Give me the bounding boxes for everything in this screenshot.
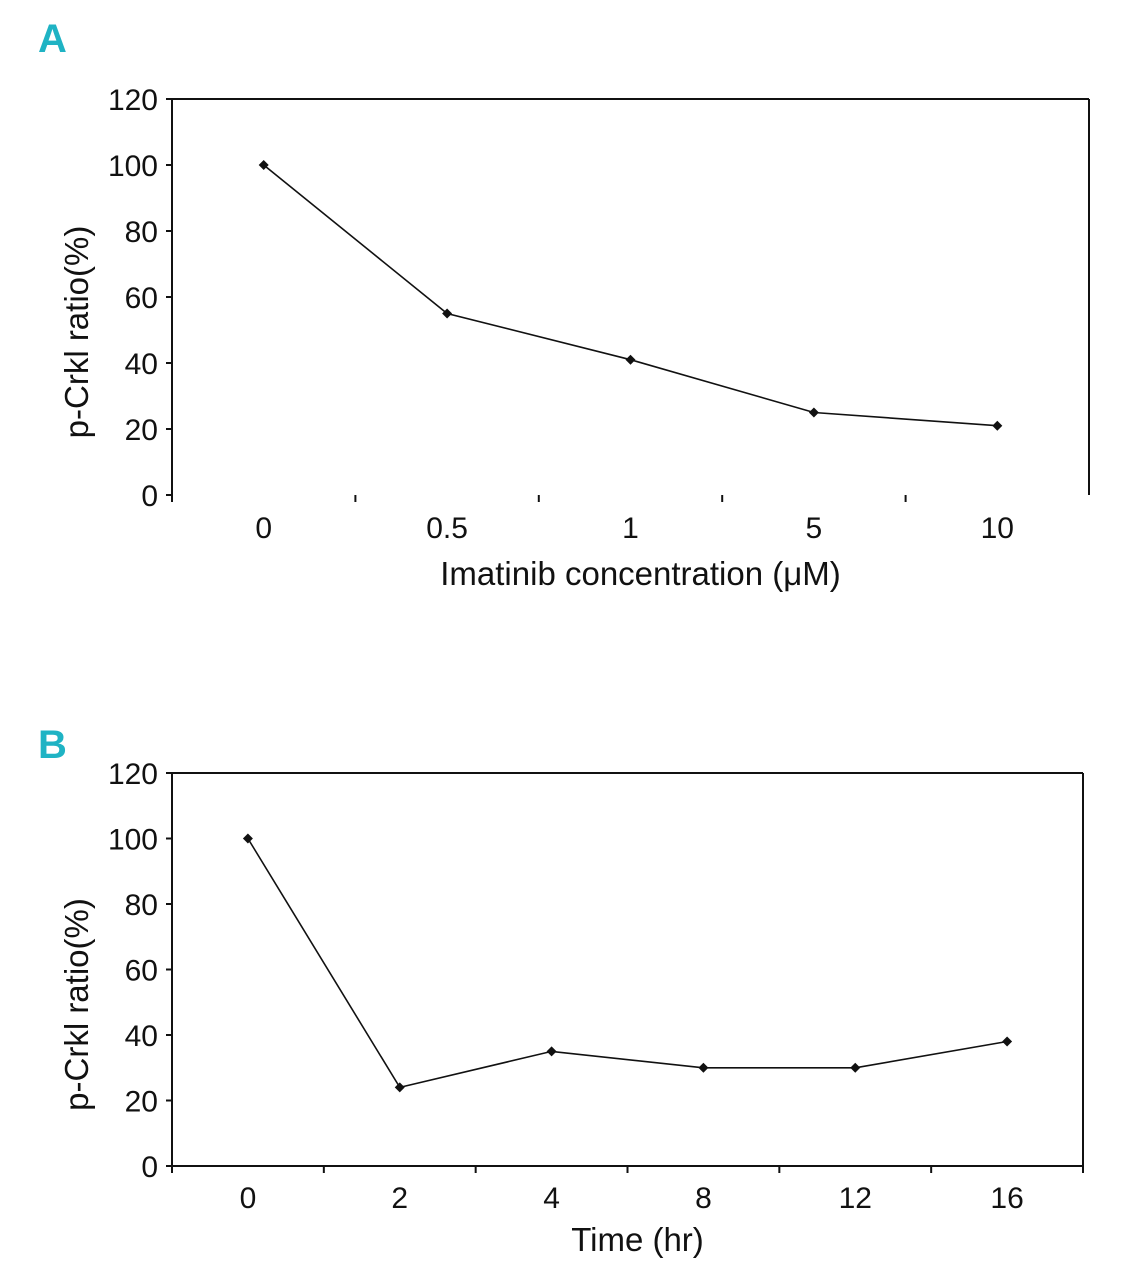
chart-b-x-tick-label: 2 <box>391 1182 408 1215</box>
chart-a-x-axis-title: Imatinib concentration (μM) <box>440 555 841 592</box>
chart-a-data-point <box>258 160 269 170</box>
chart-b-data-point <box>242 833 253 844</box>
chart-b-x-tick-label: 12 <box>839 1182 872 1215</box>
chart-a-data-point <box>808 407 819 418</box>
chart-b-data-point <box>1002 1036 1013 1047</box>
chart-a-y-axis-title: p-Crkl ratio(%) <box>58 226 95 439</box>
chart-a-y-tick-label: 40 <box>125 348 158 381</box>
chart-b-y-tick-label: 40 <box>125 1020 158 1053</box>
chart-a-series-line <box>263 164 998 427</box>
chart-a: A 0 20 40 60 80 100 120 0 0.5 1 5 10 Imatinib concent… <box>38 17 1090 592</box>
chart-b-x-tick-label: 8 <box>695 1182 712 1215</box>
chart-b-series-line <box>247 838 1008 1089</box>
chart-b: B 0 20 40 60 80 100 120 0 2 4 8 12 16 Time (hr) p-Crkl … <box>38 723 1084 1258</box>
chart-b-data-point <box>394 1082 405 1093</box>
chart-b-y-tick-label: 20 <box>125 1086 158 1119</box>
chart-a-y-tick-label: 20 <box>125 414 158 447</box>
chart-a-data-point <box>992 420 1003 431</box>
chart-b-y-tick-label: 60 <box>125 955 158 988</box>
chart-b-panel-letter: B <box>38 723 67 767</box>
chart-b-y-tick-label: 80 <box>125 889 158 922</box>
chart-a-y-tick-label: 60 <box>125 282 158 315</box>
chart-a-x-tick-label: 0 <box>255 512 272 545</box>
chart-a-x-tick-label: 1 <box>622 512 639 545</box>
chart-b-x-tick-label: 4 <box>543 1182 560 1215</box>
chart-a-y-tick-label: 80 <box>125 216 158 249</box>
chart-b-y-axis-title: p-Crkl ratio(%) <box>58 898 95 1111</box>
chart-a-x-tick-label: 10 <box>981 512 1014 545</box>
chart-b-data-point <box>850 1062 861 1073</box>
chart-a-x-tick-label: 0.5 <box>426 512 468 545</box>
chart-b-data-point <box>698 1062 709 1073</box>
chart-b-x-tick-label: 0 <box>240 1182 257 1215</box>
chart-a-panel-letter: A <box>38 17 67 61</box>
chart-b-x-tick-label: 16 <box>990 1182 1023 1215</box>
chart-b-y-tick-label: 100 <box>108 824 158 857</box>
chart-b-y-tick-label: 120 <box>108 758 158 791</box>
chart-b-data-point <box>546 1046 557 1057</box>
chart-a-y-tick-label: 0 <box>141 480 158 513</box>
chart-b-x-axis-title: Time (hr) <box>571 1221 704 1258</box>
chart-a-data-point <box>625 354 636 365</box>
chart-a-y-tick-label: 120 <box>108 84 158 117</box>
chart-b-y-tick-label: 0 <box>141 1151 158 1184</box>
chart-a-data-point <box>442 308 453 319</box>
chart-a-x-tick-label: 5 <box>806 512 823 545</box>
chart-a-y-tick-label: 100 <box>108 150 158 183</box>
